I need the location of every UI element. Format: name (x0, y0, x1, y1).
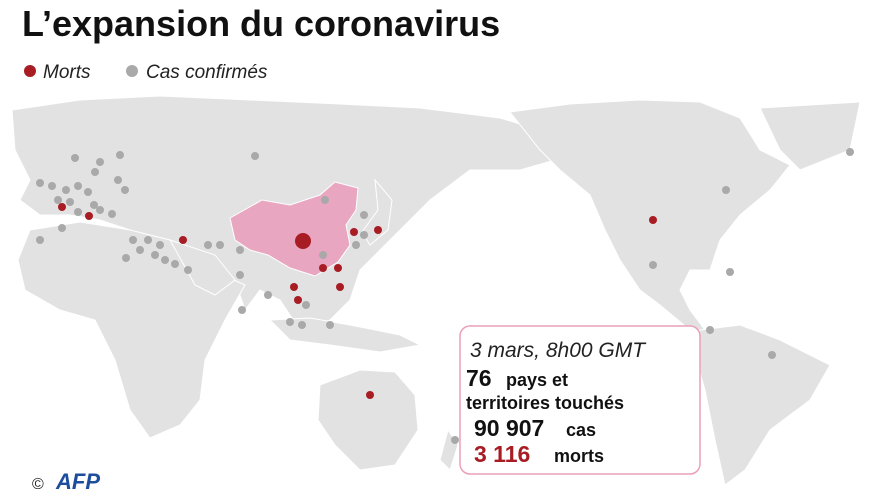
case-marker (136, 246, 144, 254)
case-marker (319, 251, 327, 259)
case-marker (171, 260, 179, 268)
info-deaths-text: morts (554, 446, 604, 466)
new-zealand (439, 428, 459, 471)
legend-deaths: Morts (43, 62, 91, 83)
info-countries-text: territoires touchés (466, 393, 624, 413)
case-marker (264, 291, 272, 299)
case-marker (238, 306, 246, 314)
case-marker (451, 436, 459, 444)
case-marker (54, 196, 62, 204)
africa (17, 221, 246, 439)
case-marker (722, 186, 730, 194)
case-marker (58, 224, 66, 232)
case-marker (321, 196, 329, 204)
case-marker (298, 321, 306, 329)
case-marker (649, 261, 657, 269)
info-date: 3 mars, 8h00 GMT (470, 339, 647, 362)
credit-copyright: © (32, 476, 44, 489)
credit-agency: AFP (55, 469, 100, 489)
case-marker (236, 271, 244, 279)
death-marker (85, 212, 93, 220)
case-marker (129, 236, 137, 244)
death-marker (374, 226, 382, 234)
case-marker (36, 179, 44, 187)
case-marker (96, 158, 104, 166)
case-marker (108, 210, 116, 218)
case-marker (36, 236, 44, 244)
death-marker (334, 264, 342, 272)
south-america (694, 324, 831, 486)
case-marker (286, 318, 294, 326)
death-marker (649, 216, 657, 224)
case-marker (161, 256, 169, 264)
info-countries-number: 76 (466, 365, 492, 391)
case-marker (302, 301, 310, 309)
legend-cases: Cas confirmés (146, 62, 268, 83)
info-deaths-number: 3 116 (474, 441, 530, 467)
info-cases-number: 90 907 (474, 415, 544, 441)
case-marker (352, 241, 360, 249)
north-america (509, 99, 791, 331)
arabia (168, 239, 236, 296)
case-marker (84, 188, 92, 196)
case-marker (122, 254, 130, 262)
greenland (759, 101, 861, 171)
case-marker (121, 186, 129, 194)
case-marker (236, 246, 244, 254)
case-marker (144, 236, 152, 244)
case-marker (74, 182, 82, 190)
info-cases-text: cas (566, 420, 596, 440)
case-marker (71, 154, 79, 162)
legend-dot-deaths (24, 65, 36, 77)
case-marker (90, 201, 98, 209)
case-marker (74, 208, 82, 216)
death-marker (350, 228, 358, 236)
case-marker (48, 182, 56, 190)
case-marker (360, 211, 368, 219)
indonesia (268, 317, 422, 353)
case-marker (706, 326, 714, 334)
death-marker (295, 233, 311, 249)
japan (361, 178, 393, 246)
case-marker (66, 198, 74, 206)
case-marker (156, 241, 164, 249)
death-marker (179, 236, 187, 244)
case-marker (114, 176, 122, 184)
death-marker (366, 391, 374, 399)
case-marker (360, 231, 368, 239)
case-marker (326, 321, 334, 329)
legend-dot-cases (126, 65, 138, 77)
case-marker (726, 268, 734, 276)
case-marker (251, 152, 259, 160)
info-countries-text: pays et (506, 370, 568, 390)
death-marker (319, 264, 327, 272)
case-marker (62, 186, 70, 194)
info-box (459, 325, 701, 475)
case-marker (91, 168, 99, 176)
title: L’expansion du coronavirus (22, 3, 500, 44)
case-marker (96, 206, 104, 214)
markers (36, 148, 854, 444)
case-marker (216, 241, 224, 249)
case-marker (768, 351, 776, 359)
death-marker (290, 283, 298, 291)
case-marker (184, 266, 192, 274)
case-marker (151, 251, 159, 259)
case-marker (846, 148, 854, 156)
land (11, 95, 861, 486)
death-marker (294, 296, 302, 304)
case-marker (116, 151, 124, 159)
case-marker (204, 241, 212, 249)
death-marker (336, 283, 344, 291)
australia (317, 369, 419, 471)
death-marker (58, 203, 66, 211)
